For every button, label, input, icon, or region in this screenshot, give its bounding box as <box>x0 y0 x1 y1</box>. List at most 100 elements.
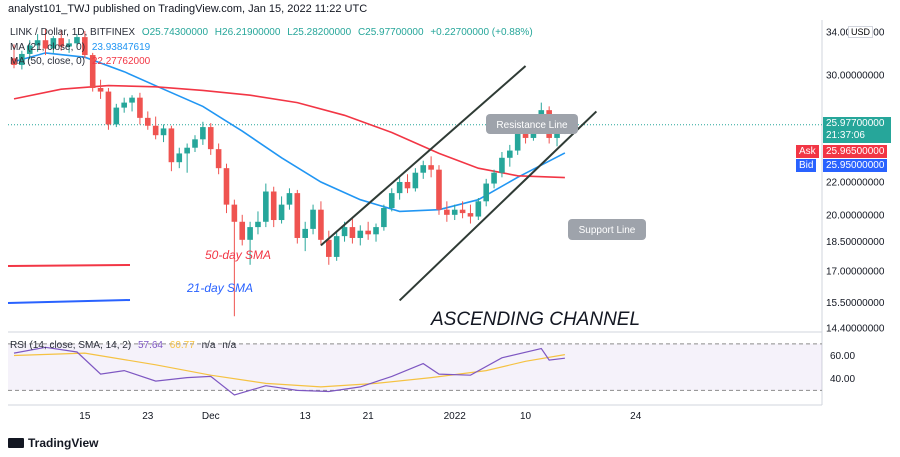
candle-body <box>278 204 285 221</box>
candle <box>82 30 88 59</box>
tradingview-logo[interactable]: TradingView <box>8 436 98 450</box>
candle <box>200 121 206 145</box>
candle-body <box>373 227 379 235</box>
candle <box>58 29 65 51</box>
candle-body <box>34 40 41 46</box>
candle <box>50 36 57 53</box>
candle-body <box>184 147 190 154</box>
candle <box>192 135 198 153</box>
rsi-line <box>13 346 565 396</box>
candle-body <box>192 139 198 148</box>
sma50-annotation: 50-day SMA <box>205 248 271 262</box>
candle-body <box>475 201 482 217</box>
ma50-line <box>13 84 565 179</box>
candle <box>467 204 474 224</box>
candle-body <box>113 107 120 125</box>
candle-body <box>420 165 427 173</box>
price-tick-label: 22.00000000 <box>826 177 885 188</box>
candle <box>176 147 183 169</box>
rsi-legend-label: RSI (14, close, SMA, 14, 2) <box>10 340 132 351</box>
currency-button[interactable]: USD <box>848 26 874 38</box>
candle <box>302 221 308 252</box>
candle <box>451 204 458 221</box>
candle-body <box>514 132 521 151</box>
candle <box>507 144 513 167</box>
rsi-legend[interactable]: RSI (14, close, SMA, 14, 2) 57.64 60.77 … <box>10 340 236 351</box>
candle <box>373 223 379 242</box>
candle-body <box>215 149 222 169</box>
last-price-value: 25.97700000 <box>826 118 885 129</box>
bid-value: 25.95000000 <box>823 159 888 172</box>
time-tick-label: 24 <box>630 411 642 422</box>
candle <box>26 40 33 60</box>
last-price-countdown: 21:37:06 <box>826 130 865 141</box>
price-tick-label: 17.00000000 <box>826 266 885 277</box>
candle-body <box>507 150 513 158</box>
candle <box>404 174 411 194</box>
tradingview-icon <box>8 438 24 448</box>
candle-body <box>302 228 308 238</box>
time-tick-label: Dec <box>202 411 220 422</box>
candle-body <box>11 58 17 65</box>
candle <box>396 177 403 200</box>
candle <box>34 34 41 52</box>
support-label-text: Support Line <box>579 225 636 236</box>
ask-tag: Ask <box>796 145 819 158</box>
candle-body <box>89 55 96 88</box>
candle-body <box>66 43 72 47</box>
candle-body <box>333 236 340 257</box>
candle-body <box>231 204 238 222</box>
publish-header: analyst101_TWJ published on TradingView.… <box>8 3 368 15</box>
candle-body <box>444 209 450 215</box>
ma50-legend[interactable]: MA (50, close, 0) 22.27762000 <box>10 56 150 67</box>
resistance-label: Resistance Line <box>486 114 578 134</box>
rsi-tick-label: 40.00 <box>830 374 855 385</box>
candle-body <box>144 117 151 126</box>
channel-annotation: ASCENDING CHANNEL <box>430 309 640 330</box>
tradingview-wordmark: TradingView <box>28 436 99 450</box>
candle-body <box>137 97 143 118</box>
candle-body <box>82 37 88 56</box>
bid-tag: Bid <box>796 159 817 172</box>
candle-body <box>263 191 269 222</box>
candle <box>74 34 80 48</box>
low-value: L25.28200000 <box>287 27 352 38</box>
candle <box>270 186 277 228</box>
candle <box>365 221 371 240</box>
candle-body <box>326 239 332 257</box>
candle <box>278 196 285 224</box>
symbol-legend: LINK / Dollar, 1D, BITFINEX O25.74300000… <box>10 27 533 38</box>
candle <box>184 143 190 173</box>
candle-body <box>19 53 25 65</box>
ma21-legend[interactable]: MA (21, close, 0) 23.93847619 <box>10 42 150 53</box>
candle-body <box>58 38 65 47</box>
price-tick-label: 18.50000000 <box>826 237 885 248</box>
candle <box>491 169 497 189</box>
candle <box>459 201 466 219</box>
candle-body <box>160 128 167 136</box>
sma21-annotation: 21-day SMA <box>186 281 253 295</box>
ma21-line <box>13 52 566 213</box>
candle-body <box>152 125 159 136</box>
last-price-badge: 25.97700000 21:37:06 <box>823 117 891 143</box>
candle <box>113 103 120 128</box>
ma50-legend-label: MA (50, close, 0) <box>10 56 86 67</box>
candle <box>137 92 143 125</box>
candle-body <box>459 209 466 214</box>
symbol-name[interactable]: LINK / Dollar, 1D, BITFINEX <box>10 27 136 38</box>
candle-body <box>129 97 135 103</box>
rsi-na-1: n/a <box>201 340 216 351</box>
candle <box>420 160 427 179</box>
candle <box>255 211 261 235</box>
candle <box>19 50 25 70</box>
candle <box>207 123 214 155</box>
candle-body <box>349 227 356 238</box>
sma50-legend-line <box>7 264 131 267</box>
rsi-tick-label: 60.00 <box>830 351 855 362</box>
candle <box>263 183 269 228</box>
candle <box>231 199 238 317</box>
candle-body <box>74 37 80 44</box>
candle <box>318 201 324 246</box>
candle-body <box>50 38 57 49</box>
